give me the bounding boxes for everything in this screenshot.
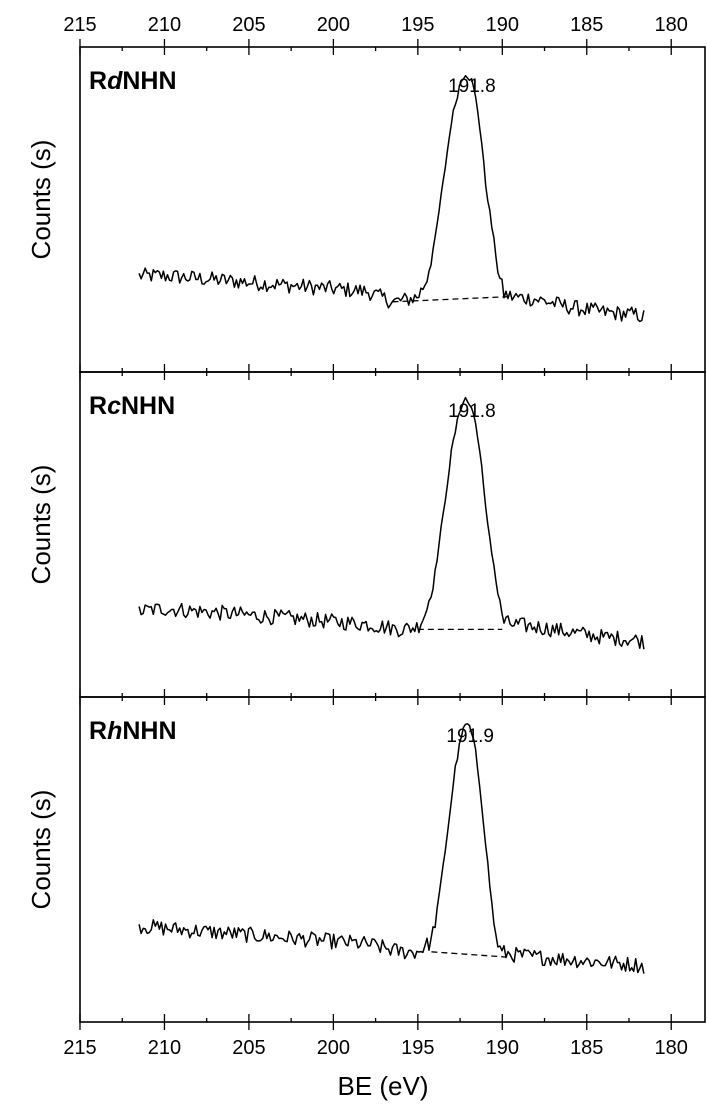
y-axis-title-3: Counts (s) [26, 790, 56, 910]
panel-label-3: RhNHN [89, 717, 177, 745]
y-axis-title-1: Counts (s) [26, 140, 56, 260]
spectrum-panel-1 [138, 74, 645, 323]
panel-label-2: RcNHN [89, 392, 175, 420]
y-axis-title-2: Counts (s) [26, 465, 56, 585]
peak-label-2: 191.8 [448, 401, 496, 422]
x-tick-label-top: 205 [232, 14, 265, 36]
x-tick-label-top: 190 [486, 14, 519, 36]
x-tick-label-top: 185 [570, 14, 603, 36]
panel-frame-1 [79, 46, 706, 373]
spectrum-panel-3 [138, 723, 645, 974]
spectra [138, 74, 645, 974]
axis-ticks [79, 39, 672, 1030]
panel-label-italic: h [107, 717, 122, 745]
axis-tick-labels: 215 215 210 210 205 205 200 200 195 195 190 190 185 1… [63, 14, 688, 1059]
baseline-panel-3 [431, 951, 506, 958]
panel-label-italic: d [107, 67, 123, 95]
x-tick-label-bottom: 205 [232, 1037, 265, 1059]
panel-label-suffix: NHN [121, 392, 175, 420]
x-tick-label-top: 195 [401, 14, 434, 36]
panel-frames [79, 46, 706, 1023]
panel-label-1: RdNHN [89, 67, 177, 95]
panel-label-prefix: R [89, 717, 107, 745]
peak-label-1: 191.8 [448, 76, 496, 97]
x-tick-label-top: 215 [63, 14, 96, 36]
peak-label-3: 191.9 [446, 726, 494, 747]
panel-label-suffix: NHN [122, 67, 176, 95]
x-tick-label-bottom: 180 [655, 1037, 688, 1059]
panel-frame-3 [79, 696, 706, 1023]
spectrum-panel-2 [138, 396, 645, 650]
x-tick-label-bottom: 215 [63, 1037, 96, 1059]
x-tick-label-top: 200 [317, 14, 350, 36]
panel-label-prefix: R [89, 392, 107, 420]
panel-label-prefix: R [89, 67, 107, 95]
x-tick-label-bottom: 185 [570, 1037, 603, 1059]
x-tick-label-bottom: 195 [401, 1037, 434, 1059]
panel-label-italic: c [107, 392, 121, 420]
x-tick-label-bottom: 190 [486, 1037, 519, 1059]
x-axis-title: BE (eV) [337, 1071, 428, 1101]
x-tick-label-top: 180 [655, 14, 688, 36]
x-tick-label-bottom: 200 [317, 1037, 350, 1059]
x-tick-label-bottom: 210 [148, 1037, 181, 1059]
panel-frame-2 [79, 371, 706, 698]
panel-label-suffix: NHN [122, 717, 176, 745]
x-tick-label-top: 210 [148, 14, 181, 36]
